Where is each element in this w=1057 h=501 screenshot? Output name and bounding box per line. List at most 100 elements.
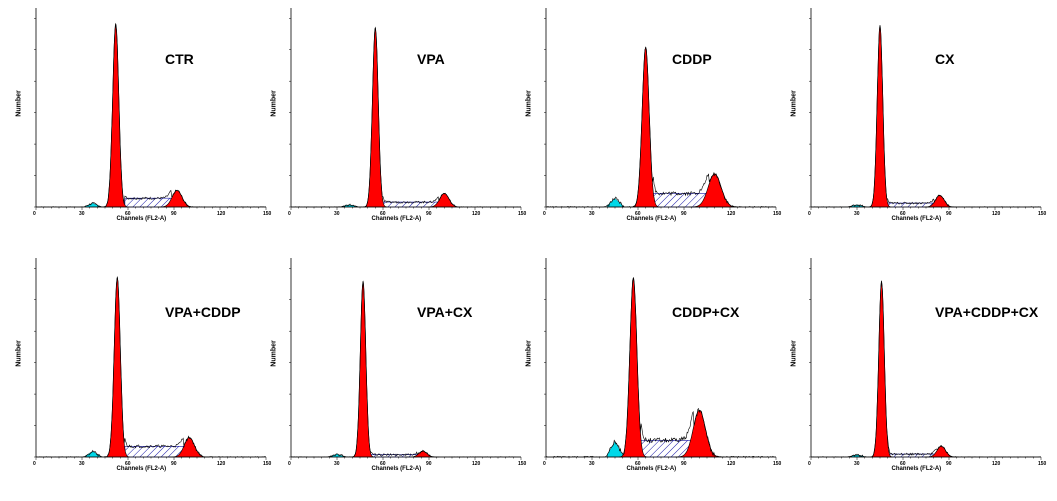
- x-tick-label: 90: [681, 211, 687, 217]
- panel-title: CDDP: [672, 51, 712, 67]
- s-phase-region: [382, 201, 439, 208]
- x-axis-label: Channels (FL2-A): [626, 216, 677, 222]
- x-tick-label: 0: [808, 461, 811, 467]
- histogram-outline: [546, 48, 776, 208]
- panel-title: VPA+CX: [417, 304, 473, 320]
- y-axis-label: Number: [270, 90, 278, 117]
- histogram-outline: [36, 24, 267, 208]
- x-tick-label: 150: [1038, 211, 1047, 217]
- histogram-panel: 0 30 60 90 120 150 Channels (FL2-A) Number VPA: [255, 0, 526, 250]
- x-tick-label: 0: [288, 461, 291, 467]
- s-phase-region: [124, 446, 184, 458]
- g1-peak: [363, 26, 388, 208]
- x-axis-label: Channels (FL2-A): [116, 466, 167, 472]
- histogram-outline: [291, 27, 522, 208]
- x-tick-label: 150: [1038, 461, 1047, 467]
- histogram-panel: 0 30 60 90 120 150 Channels (FL2-A) Number CX: [775, 0, 1046, 250]
- histogram-plot: [544, 8, 777, 210]
- y-axis-label: Number: [790, 340, 798, 367]
- histogram-plot: [544, 258, 777, 460]
- x-tick-label: 90: [426, 211, 432, 217]
- panel-title: VPA+CDDP+CX: [935, 304, 1039, 320]
- x-tick-label: 60: [900, 211, 906, 217]
- x-tick-label: 150: [773, 461, 782, 467]
- x-axis-label: Channels (FL2-A): [626, 466, 677, 472]
- g1-peak: [631, 46, 660, 208]
- histogram-panel: 0 30 60 90 120 150 Channels (FL2-A) Number CDDP: [510, 0, 781, 250]
- g1-peak: [870, 280, 893, 458]
- y-axis-label: Number: [525, 340, 533, 367]
- x-tick-label: 90: [426, 461, 432, 467]
- histogram-plot: [34, 258, 267, 460]
- s-phase-region: [124, 197, 172, 208]
- histogram-panel: 0 30 60 90 120 150 Channels (FL2-A) Number CDDP+…: [510, 250, 781, 500]
- y-axis-label: Number: [525, 90, 533, 117]
- x-axis-label: Channels (FL2-A): [371, 466, 422, 472]
- x-tick-label: 30: [589, 211, 595, 217]
- x-axis-label: Channels (FL2-A): [891, 466, 942, 472]
- x-tick-label: 90: [946, 461, 952, 467]
- x-tick-label: 60: [635, 211, 641, 217]
- x-tick-label: 30: [589, 461, 595, 467]
- y-axis-label: Number: [15, 340, 23, 367]
- x-tick-label: 120: [217, 211, 226, 217]
- g1-peak: [103, 22, 129, 208]
- x-tick-label: 120: [727, 211, 736, 217]
- x-tick-label: 0: [808, 211, 811, 217]
- g1-peak: [868, 25, 892, 208]
- panel-title: VPA+CDDP: [165, 304, 241, 320]
- histogram-panel: 0 30 60 90 120 150 Channels (FL2-A) Number CTR: [0, 0, 271, 250]
- x-tick-label: 0: [288, 211, 291, 217]
- histogram-plot: [809, 8, 1042, 210]
- histogram-panel: 0 30 60 90 120 150 Channels (FL2-A) Number VPA+C…: [775, 250, 1046, 500]
- g2m-peak: [674, 409, 724, 458]
- x-tick-label: 120: [217, 461, 226, 467]
- histogram-plot: [809, 258, 1042, 460]
- panel-title: CTR: [165, 51, 194, 67]
- panel-title: CX: [935, 51, 955, 67]
- histogram-panel: 0 30 60 90 120 150 Channels (FL2-A) Number VPA+C…: [255, 250, 526, 500]
- x-tick-label: 150: [263, 461, 272, 467]
- g1-peak: [104, 276, 130, 458]
- y-axis-label: Number: [270, 340, 278, 367]
- x-tick-label: 60: [900, 461, 906, 467]
- histogram-outline: [545, 278, 776, 458]
- x-tick-label: 0: [33, 211, 36, 217]
- y-axis-label: Number: [790, 90, 798, 117]
- x-tick-label: 30: [334, 461, 340, 467]
- x-tick-label: 120: [727, 461, 736, 467]
- x-tick-label: 30: [854, 461, 860, 467]
- x-tick-label: 30: [79, 461, 85, 467]
- x-tick-label: 60: [125, 211, 131, 217]
- s-phase-region: [652, 193, 709, 208]
- x-tick-label: 150: [518, 461, 527, 467]
- x-tick-label: 90: [946, 211, 952, 217]
- x-tick-label: 60: [380, 211, 386, 217]
- x-tick-label: 90: [171, 461, 177, 467]
- x-tick-label: 0: [33, 461, 36, 467]
- g1-peak: [351, 280, 375, 458]
- g1-peak: [618, 276, 648, 458]
- x-axis-label: Channels (FL2-A): [116, 216, 167, 222]
- x-axis-label: Channels (FL2-A): [891, 216, 942, 222]
- x-tick-label: 150: [518, 211, 527, 217]
- x-tick-label: 90: [171, 211, 177, 217]
- histogram-plot: [34, 8, 267, 210]
- x-tick-label: 120: [472, 461, 481, 467]
- x-tick-label: 30: [854, 211, 860, 217]
- x-tick-label: 150: [773, 211, 782, 217]
- x-tick-label: 150: [263, 211, 272, 217]
- x-tick-label: 90: [681, 461, 687, 467]
- x-tick-label: 60: [125, 461, 131, 467]
- x-tick-label: 0: [543, 211, 546, 217]
- x-tick-label: 60: [635, 461, 641, 467]
- x-tick-label: 30: [79, 211, 85, 217]
- histogram-plot: [289, 8, 522, 210]
- debris-region: [329, 453, 347, 458]
- panel-title: VPA: [417, 51, 445, 67]
- histogram-plot: [289, 258, 522, 460]
- histogram-outline: [290, 281, 521, 458]
- x-tick-label: 30: [334, 211, 340, 217]
- x-tick-label: 120: [992, 461, 1001, 467]
